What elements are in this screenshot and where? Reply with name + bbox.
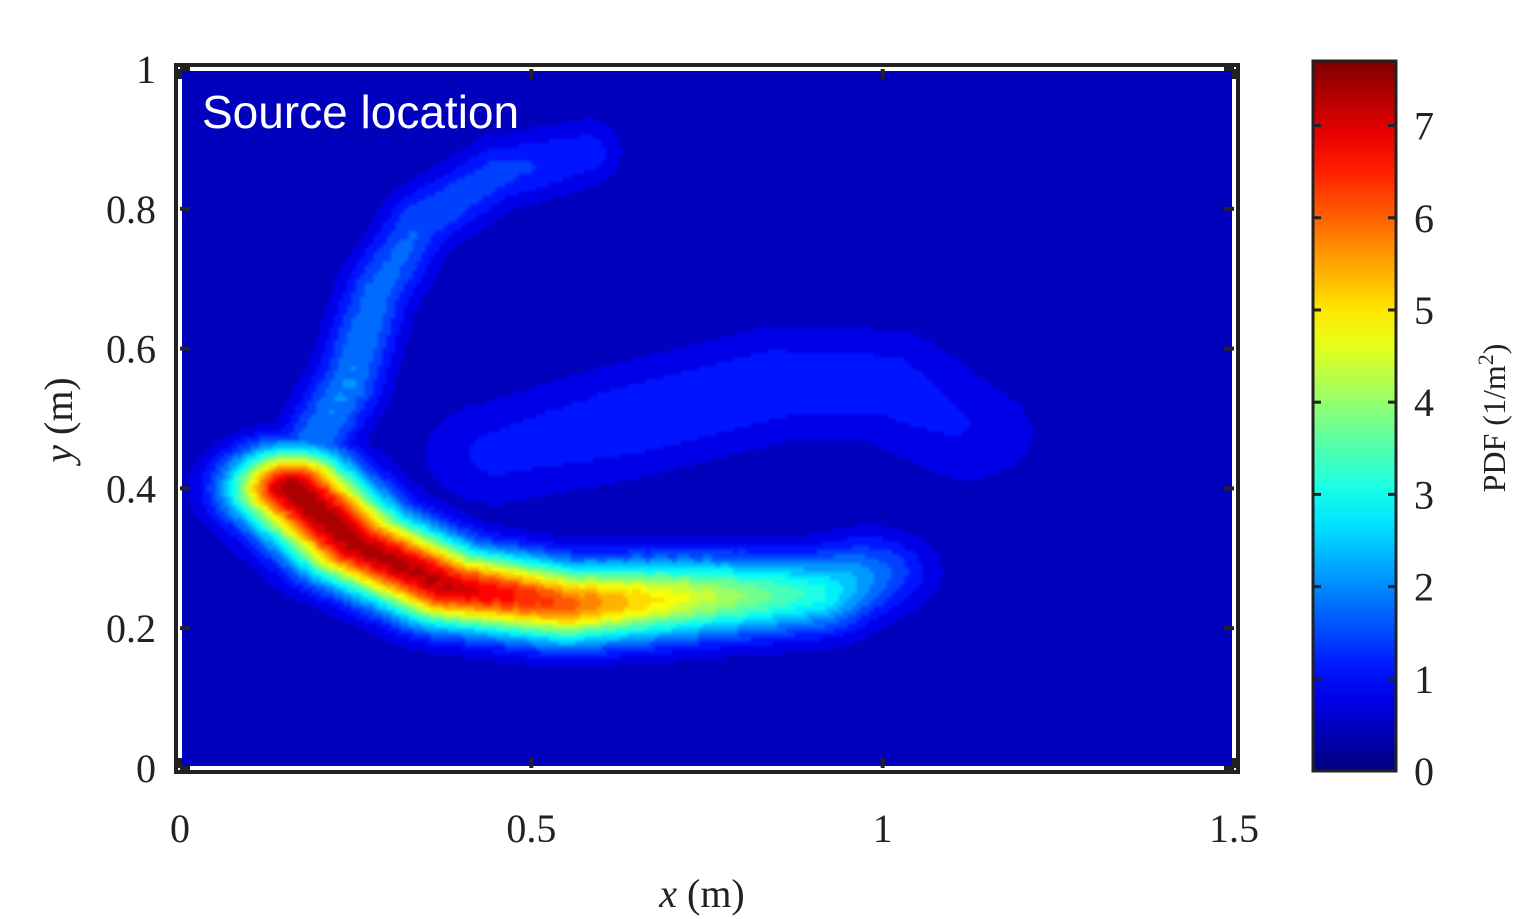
colorbar-tick-label: 2 xyxy=(1414,565,1434,610)
x-tick-label: 0 xyxy=(170,806,190,851)
y-tick-label: 0 xyxy=(136,746,156,791)
colorbar-tick-label: 3 xyxy=(1414,472,1434,517)
y-axis-label: y(m) xyxy=(36,377,81,467)
x-tick-label: 0.5 xyxy=(506,806,556,851)
source-location-label: Source location xyxy=(202,86,519,138)
y-tick-label: 0.2 xyxy=(106,606,156,651)
colorbar-tick-label: 4 xyxy=(1414,380,1434,425)
x-tick-label: 1 xyxy=(873,806,893,851)
y-tick-label: 0.4 xyxy=(106,466,156,511)
colorbar-tick-label: 7 xyxy=(1414,104,1434,149)
plot-area: Source location xyxy=(174,63,1240,774)
colorbar-label: PDF (1/m2) xyxy=(1473,344,1512,493)
colorbar-tick-label: 0 xyxy=(1414,749,1434,794)
x-axis-label: x (m) xyxy=(658,871,745,916)
axes-frame xyxy=(174,63,1240,774)
pdf-heatmap xyxy=(180,69,1234,768)
colorbar-bar xyxy=(1311,59,1398,773)
colorbar: 0 1 2 3 4 5 6 7 PDF (1/m2) xyxy=(1311,59,1512,794)
inner-border xyxy=(178,67,1236,770)
x-axis-ticks: 0 0.5 1 1.5 xyxy=(170,69,1259,851)
y-tick-label: 1 xyxy=(136,47,156,92)
colorbar-tick-label: 5 xyxy=(1414,288,1434,333)
x-tick-label: 1.5 xyxy=(1209,806,1259,851)
y-tick-label: 0.8 xyxy=(106,187,156,232)
y-tick-label: 0.6 xyxy=(106,327,156,372)
y-axis-ticks: 0 0.2 0.4 0.6 0.8 1 xyxy=(106,47,1234,791)
colorbar-tick-label: 6 xyxy=(1414,196,1434,241)
colorbar-ticks: 0 1 2 3 4 5 6 7 xyxy=(1313,104,1434,794)
colorbar-tick-label: 1 xyxy=(1414,657,1434,702)
